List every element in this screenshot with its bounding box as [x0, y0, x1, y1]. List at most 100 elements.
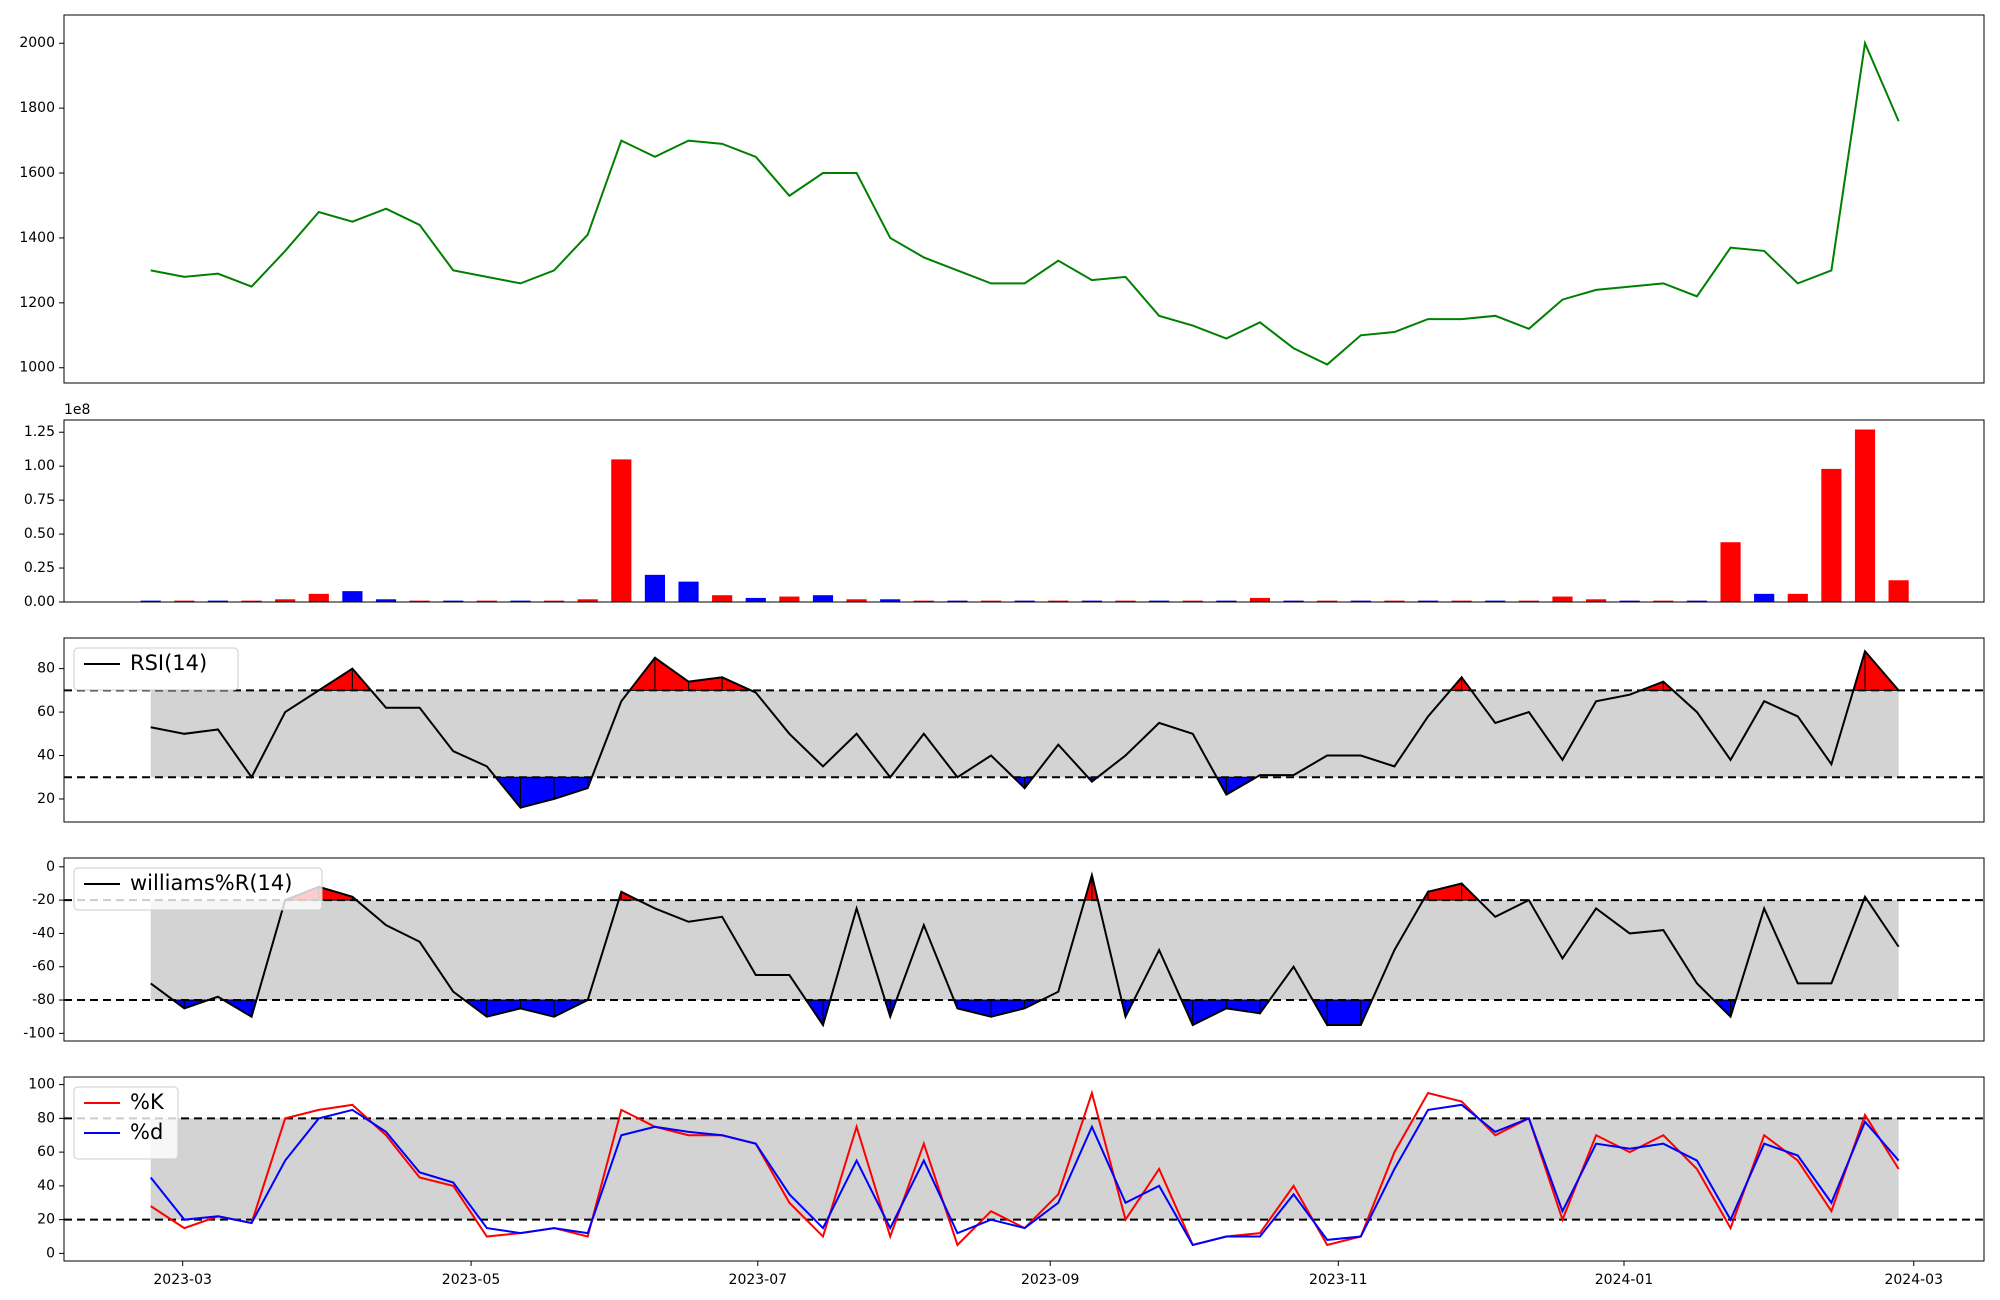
axes-frame: [63, 14, 1985, 384]
x-tick-label: 2023-11: [1309, 1272, 1368, 1288]
threshold-fill: [1326, 999, 1362, 1026]
volume-bar: [1451, 600, 1472, 602]
volume-bar: [1283, 600, 1304, 602]
axes-frame: [63, 1076, 1985, 1262]
volume-bar: [375, 599, 397, 602]
y-tick-label: -60: [32, 959, 55, 975]
volume-bar: [1081, 600, 1102, 602]
volume-bar: [409, 600, 430, 602]
volume-bar: [913, 600, 934, 602]
volume-bar: [1216, 600, 1237, 602]
volume-bar: [1854, 429, 1876, 602]
y-tick-label: 1400: [19, 230, 55, 246]
y-tick-label: 20: [37, 791, 55, 807]
series-line: [150, 871, 1900, 1028]
x-tick-label: 2023-03: [153, 1272, 212, 1288]
volume-bar: [1754, 593, 1775, 602]
volume-bar: [1384, 600, 1405, 602]
y-tick-label: 0: [46, 1245, 55, 1261]
y-tick-label: -40: [32, 925, 55, 941]
volume-bar: [1686, 600, 1708, 602]
series-line: [149, 1103, 1900, 1247]
y-tick-label: 1.25: [24, 424, 55, 440]
threshold-fill: [990, 999, 1026, 1018]
volume-bar: [476, 600, 497, 602]
y-tick-label: 2000: [19, 35, 55, 51]
volume-bar: [812, 595, 834, 602]
y-tick-label: 0.25: [24, 560, 55, 576]
y-tick-label: 0.50: [24, 526, 55, 542]
y-tick-label: 1200: [19, 295, 55, 311]
volume-bar: [678, 581, 699, 602]
y-tick-label: 1800: [19, 100, 55, 116]
volume-bar: [947, 600, 968, 602]
y-tick-label: 1600: [19, 165, 55, 181]
volume-bar: [779, 596, 800, 602]
level-band: [150, 690, 1899, 778]
volume-bar: [342, 591, 363, 602]
volume-bar: [207, 600, 229, 602]
volume-bar: [1115, 600, 1136, 602]
volume-bar: [443, 600, 464, 602]
volume-bar: [1586, 599, 1607, 602]
volume-bar: [1888, 580, 1909, 602]
volume-bar: [1552, 596, 1573, 602]
volume-bar: [1249, 597, 1271, 602]
volume-bar: [1149, 600, 1170, 602]
volume-bar: [712, 595, 733, 602]
volume-bar: [980, 600, 1002, 602]
y-tick-label: 1000: [19, 360, 55, 376]
volume-bar: [308, 593, 329, 602]
volume-bar: [1619, 600, 1640, 602]
legend-box: [73, 1086, 179, 1160]
y-tick-label: -20: [32, 892, 55, 908]
y-tick-label: -100: [23, 1025, 55, 1041]
x-tick-label: 2024-03: [1884, 1272, 1943, 1288]
series-line: [150, 39, 1900, 366]
volume-bar: [611, 459, 632, 602]
legend-label: williams%R(14): [130, 871, 292, 895]
x-tick-label: 2023-09: [1021, 1272, 1080, 1288]
volume-bar: [1350, 600, 1371, 602]
volume-bar: [1821, 468, 1842, 602]
volume-bar: [174, 600, 195, 602]
volume-bar: [1182, 600, 1203, 602]
threshold-fill: [956, 999, 992, 1018]
y-tick-label: -80: [32, 992, 55, 1008]
volume-bar: [1417, 600, 1439, 602]
threshold-fill: [519, 999, 555, 1018]
volume-bar: [140, 600, 161, 602]
volume-bar: [544, 600, 565, 602]
volume-bar: [1787, 593, 1808, 602]
y-tick-label: 0.00: [24, 594, 55, 610]
threshold-fill: [1192, 999, 1227, 1026]
x-tick-label: 2023-05: [442, 1272, 501, 1288]
volume-bar: [1720, 542, 1741, 602]
level-band: [150, 900, 1899, 1001]
volume-bar: [644, 574, 666, 602]
volume-bar: [1014, 600, 1035, 602]
y-tick-label: 1.00: [24, 458, 55, 474]
y-tick-label: 60: [37, 704, 55, 720]
y-tick-label: 0.75: [24, 492, 55, 508]
threshold-fill: [486, 999, 521, 1018]
series-line: [150, 649, 1900, 809]
axes-frame: [63, 637, 1985, 823]
volume-bar: [1317, 600, 1338, 602]
y-tick-label: 0: [46, 859, 55, 875]
offset-label: 1e8: [64, 402, 90, 418]
y-tick-label: 100: [28, 1077, 55, 1093]
volume-bar: [577, 599, 598, 602]
legend-box: [73, 647, 239, 691]
volume-bar: [1518, 600, 1539, 602]
x-tick-label: 2024-01: [1595, 1272, 1654, 1288]
axes-frame: [63, 419, 1985, 603]
threshold-fill: [553, 776, 589, 800]
level-band: [150, 1118, 1899, 1220]
axes-frame: [63, 857, 1985, 1042]
volume-bar: [880, 599, 901, 602]
threshold-fill: [1427, 882, 1463, 901]
volume-bar: [241, 600, 262, 602]
volume-bar: [275, 599, 296, 602]
